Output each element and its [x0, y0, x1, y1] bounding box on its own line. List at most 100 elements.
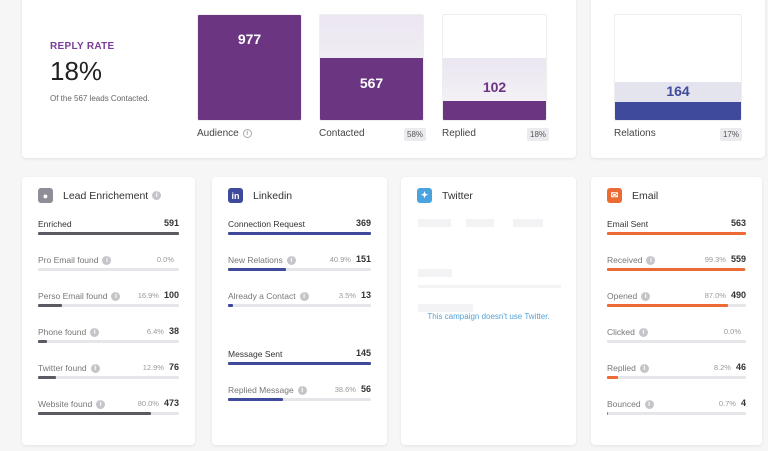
metric-value: 38 — [168, 326, 179, 336]
metric-row: Bounced i 0.7% 4 — [607, 398, 746, 429]
metric-pct: 3.5% — [338, 291, 356, 300]
funnel-value: 567 — [359, 75, 384, 91]
metric-progress-bar — [607, 412, 746, 415]
funnel-label: Contacted — [319, 128, 365, 139]
funnel-value: 102 — [482, 79, 507, 95]
metric-progress-bar — [38, 304, 179, 307]
metric-row: Enriched 591 — [38, 218, 179, 249]
info-icon[interactable]: i — [90, 364, 100, 374]
reply-rate-label: REPLY RATE — [50, 41, 115, 52]
twitter-title: Twitter — [442, 189, 473, 202]
metric-row: Message Sent 145 — [228, 348, 371, 379]
metric-pct: 40.9% — [329, 255, 351, 264]
metric-pct: 0.7% — [718, 399, 736, 408]
metric-pct: 0.0% — [723, 327, 741, 336]
metric-row: Website found i 80.0% 473 — [38, 398, 179, 429]
metric-pct: 38.6% — [334, 385, 356, 394]
metric-progress-bar — [228, 268, 371, 271]
info-icon[interactable]: i — [299, 292, 309, 302]
info-icon[interactable]: i — [111, 292, 121, 302]
metric-row: Replied Message i 38.6% 56 — [228, 384, 371, 415]
metric-value: 369 — [355, 218, 371, 228]
funnel-value: 977 — [237, 31, 262, 47]
metric-value: 490 — [730, 290, 746, 300]
funnel-pct: 18% — [527, 128, 550, 141]
metric-progress-bar — [228, 362, 371, 365]
twitter-icon: ✦ — [417, 188, 432, 203]
metric-label: Perso Email found — [38, 291, 108, 301]
info-icon[interactable]: i — [646, 256, 656, 266]
metric-label: Bounced — [607, 399, 641, 409]
metric-pct: 99.3% — [704, 255, 726, 264]
metric-progress-bar — [607, 304, 746, 307]
relations-label: Relations — [614, 128, 656, 139]
email-title: Email — [632, 189, 659, 202]
metric-row: Replied i 8.2% 46 — [607, 362, 746, 393]
metric-pct: 12.9% — [142, 363, 164, 372]
metric-value: 591 — [163, 218, 179, 228]
metric-value: 100 — [163, 290, 179, 300]
metric-row: Connection Request 369 — [228, 218, 371, 249]
metric-value: 559 — [730, 254, 746, 264]
relations-value: 164 — [666, 83, 690, 99]
metric-pct: 0.0% — [156, 255, 174, 264]
twitter-card: ✦ Twitter This campaign doesn't use Twitt… — [401, 177, 576, 445]
metric-progress-bar — [228, 304, 371, 307]
metric-progress-bar — [38, 268, 179, 271]
funnel-bar-audience: 977 — [197, 14, 302, 121]
metric-progress-bar — [228, 398, 371, 401]
metric-value: 4 — [740, 398, 746, 408]
metric-progress-bar — [38, 232, 179, 235]
funnel-pct: 58% — [404, 128, 427, 141]
info-icon[interactable]: i — [644, 400, 654, 410]
linkedin-title: Linkedin — [253, 189, 293, 202]
info-icon[interactable]: i — [102, 256, 112, 266]
metric-row: Opened i 87.0% 490 — [607, 290, 746, 321]
info-icon[interactable]: i — [286, 256, 296, 266]
relations-card: 164 Relations 17% — [591, 0, 765, 158]
metric-label: Enriched — [38, 219, 72, 229]
metric-row: Perso Email found i 16.9% 100 — [38, 290, 179, 321]
twitter-empty-message: This campaign doesn't use Twitter. — [427, 312, 550, 321]
metric-label: Opened — [607, 291, 638, 301]
funnel-bar-replied: 102 — [442, 14, 547, 121]
metric-pct: 6.4% — [146, 327, 164, 336]
info-icon[interactable]: i — [152, 191, 162, 200]
funnel-bar-contacted: 567 — [319, 14, 424, 121]
metric-label: Already a Contact — [228, 291, 296, 301]
info-icon[interactable]: i — [638, 328, 648, 338]
funnel-label: Audience i — [197, 128, 252, 139]
metric-label: New Relations — [228, 255, 283, 265]
metric-pct: 8.2% — [713, 363, 731, 372]
metric-progress-bar — [607, 232, 746, 235]
metric-value: 151 — [355, 254, 371, 264]
metric-label: Replied — [607, 363, 636, 373]
metric-pct: 87.0% — [704, 291, 726, 300]
metric-row: Clicked i 0.0% — [607, 327, 746, 357]
metric-label: Clicked — [607, 327, 635, 337]
metric-label: Pro Email found — [38, 255, 99, 265]
metric-pct: 16.9% — [137, 291, 159, 300]
info-icon[interactable]: i — [96, 400, 106, 410]
metric-label: Email Sent — [607, 219, 649, 229]
metric-value: 145 — [355, 348, 371, 358]
metric-label: Received — [607, 255, 643, 265]
reply-rate-subtitle: Of the 567 leads Contacted. — [50, 94, 150, 103]
info-icon[interactable]: i — [641, 292, 651, 302]
info-icon[interactable]: i — [297, 386, 307, 396]
info-icon[interactable]: i — [90, 328, 100, 338]
info-icon[interactable]: i — [242, 128, 252, 138]
metric-progress-bar — [38, 412, 179, 415]
metric-label: Replied Message — [228, 385, 294, 395]
linkedin-card: in Linkedin Connection Request 369 New Re… — [212, 177, 387, 445]
metric-label: Phone found — [38, 327, 87, 337]
metric-pct: 80.0% — [137, 399, 159, 408]
metric-value: 563 — [730, 218, 746, 228]
metric-label: Message Sent — [228, 349, 283, 359]
metric-progress-bar — [607, 340, 746, 343]
metric-progress-bar — [607, 376, 746, 379]
funnel-label: Replied — [442, 128, 476, 139]
metric-progress-bar — [228, 232, 371, 235]
info-icon[interactable]: i — [639, 364, 649, 374]
metric-value: 473 — [163, 398, 179, 408]
